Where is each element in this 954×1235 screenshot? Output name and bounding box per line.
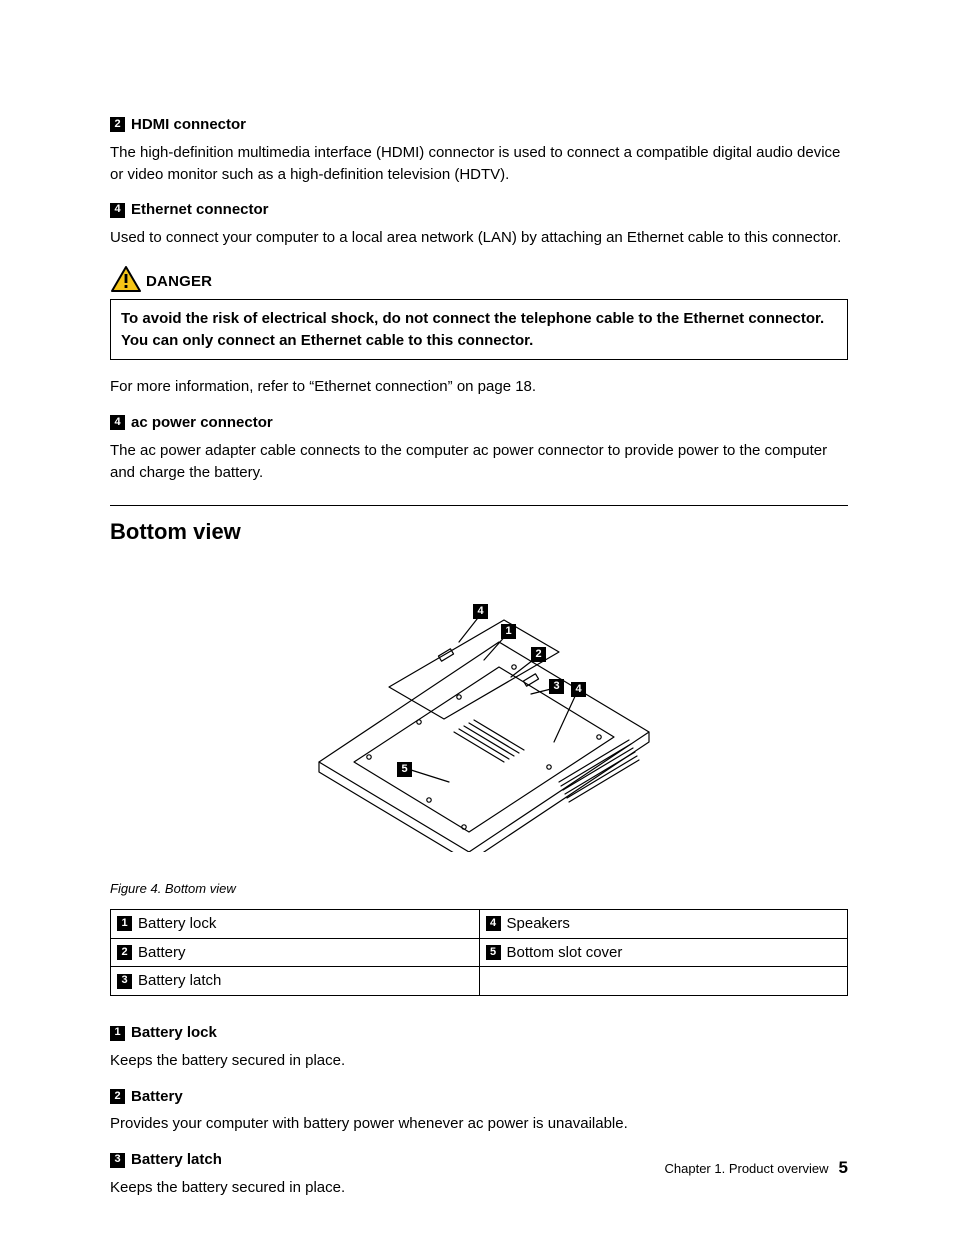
callout-number-icon: 5 [486, 945, 501, 960]
part-label: Battery latch [138, 970, 221, 992]
table-cell: 4 Speakers [479, 909, 848, 938]
callout-number-icon: 4 [110, 203, 125, 218]
part-label: Bottom slot cover [507, 942, 623, 964]
ethernet-body: Used to connect your computer to a local… [110, 227, 848, 249]
battery-lock-body: Keeps the battery secured in place. [110, 1050, 848, 1072]
table-row: 2 Battery 5 Bottom slot cover [111, 938, 848, 967]
callout-number-icon: 2 [110, 117, 125, 132]
table-cell [479, 967, 848, 996]
diagram-callout-number: 3 [549, 679, 564, 694]
bottom-view-figure: 412345 [110, 582, 848, 852]
ethernet-heading: 4 Ethernet connector [110, 199, 848, 221]
part-label: Battery lock [138, 913, 216, 935]
page-footer: Chapter 1. Product overview 5 [665, 1156, 849, 1181]
table-row: 3 Battery latch [111, 967, 848, 996]
callout-number-icon: 3 [117, 974, 132, 989]
hdmi-heading: 2 HDMI connector [110, 114, 848, 136]
part-label: Speakers [507, 913, 570, 935]
battery-latch-title: Battery latch [131, 1149, 222, 1171]
callout-number-icon: 4 [486, 916, 501, 931]
table-row: 1 Battery lock 4 Speakers [111, 909, 848, 938]
footer-page-number: 5 [839, 1156, 848, 1181]
table-cell: 2 Battery [111, 938, 480, 967]
danger-heading: DANGER [110, 265, 848, 293]
table-cell: 3 Battery latch [111, 967, 480, 996]
acpower-title: ac power connector [131, 412, 273, 434]
callout-number-icon: 2 [110, 1089, 125, 1104]
callout-number-icon: 1 [117, 916, 132, 931]
figure-caption: Figure 4. Bottom view [110, 880, 848, 899]
diagram-callout-number: 4 [473, 604, 488, 619]
danger-box: To avoid the risk of electrical shock, d… [110, 299, 848, 361]
callout-number-icon: 4 [110, 415, 125, 430]
battery-body: Provides your computer with battery powe… [110, 1113, 848, 1135]
ethernet-title: Ethernet connector [131, 199, 269, 221]
battery-title: Battery [131, 1086, 183, 1108]
diagram-callout-number: 2 [531, 647, 546, 662]
laptop-bottom-diagram: 412345 [299, 582, 659, 852]
section-divider [110, 505, 848, 506]
callout-number-icon: 3 [110, 1153, 125, 1168]
parts-table: 1 Battery lock 4 Speakers 2 Battery 5 Bottom sl… [110, 909, 848, 996]
table-cell: 5 Bottom slot cover [479, 938, 848, 967]
callout-number-icon: 1 [110, 1026, 125, 1041]
footer-chapter: Chapter 1. Product overview [665, 1160, 829, 1179]
acpower-body: The ac power adapter cable connects to t… [110, 440, 848, 484]
acpower-heading: 4 ac power connector [110, 412, 848, 434]
battery-lock-heading: 1 Battery lock [110, 1022, 848, 1044]
ethernet-ref: For more information, refer to “Ethernet… [110, 376, 848, 398]
table-cell: 1 Battery lock [111, 909, 480, 938]
diagram-callout-number: 1 [501, 624, 516, 639]
laptop-bottom-svg [299, 582, 659, 852]
battery-heading: 2 Battery [110, 1086, 848, 1108]
diagram-callout-number: 5 [397, 762, 412, 777]
danger-label: DANGER [146, 271, 212, 293]
bottom-view-heading: Bottom view [110, 516, 848, 548]
hdmi-title: HDMI connector [131, 114, 246, 136]
part-label: Battery [138, 942, 186, 964]
callout-number-icon: 2 [117, 945, 132, 960]
battery-lock-title: Battery lock [131, 1022, 217, 1044]
hdmi-body: The high-definition multimedia interface… [110, 142, 848, 186]
diagram-callout-number: 4 [571, 682, 586, 697]
warning-triangle-icon [110, 265, 142, 293]
